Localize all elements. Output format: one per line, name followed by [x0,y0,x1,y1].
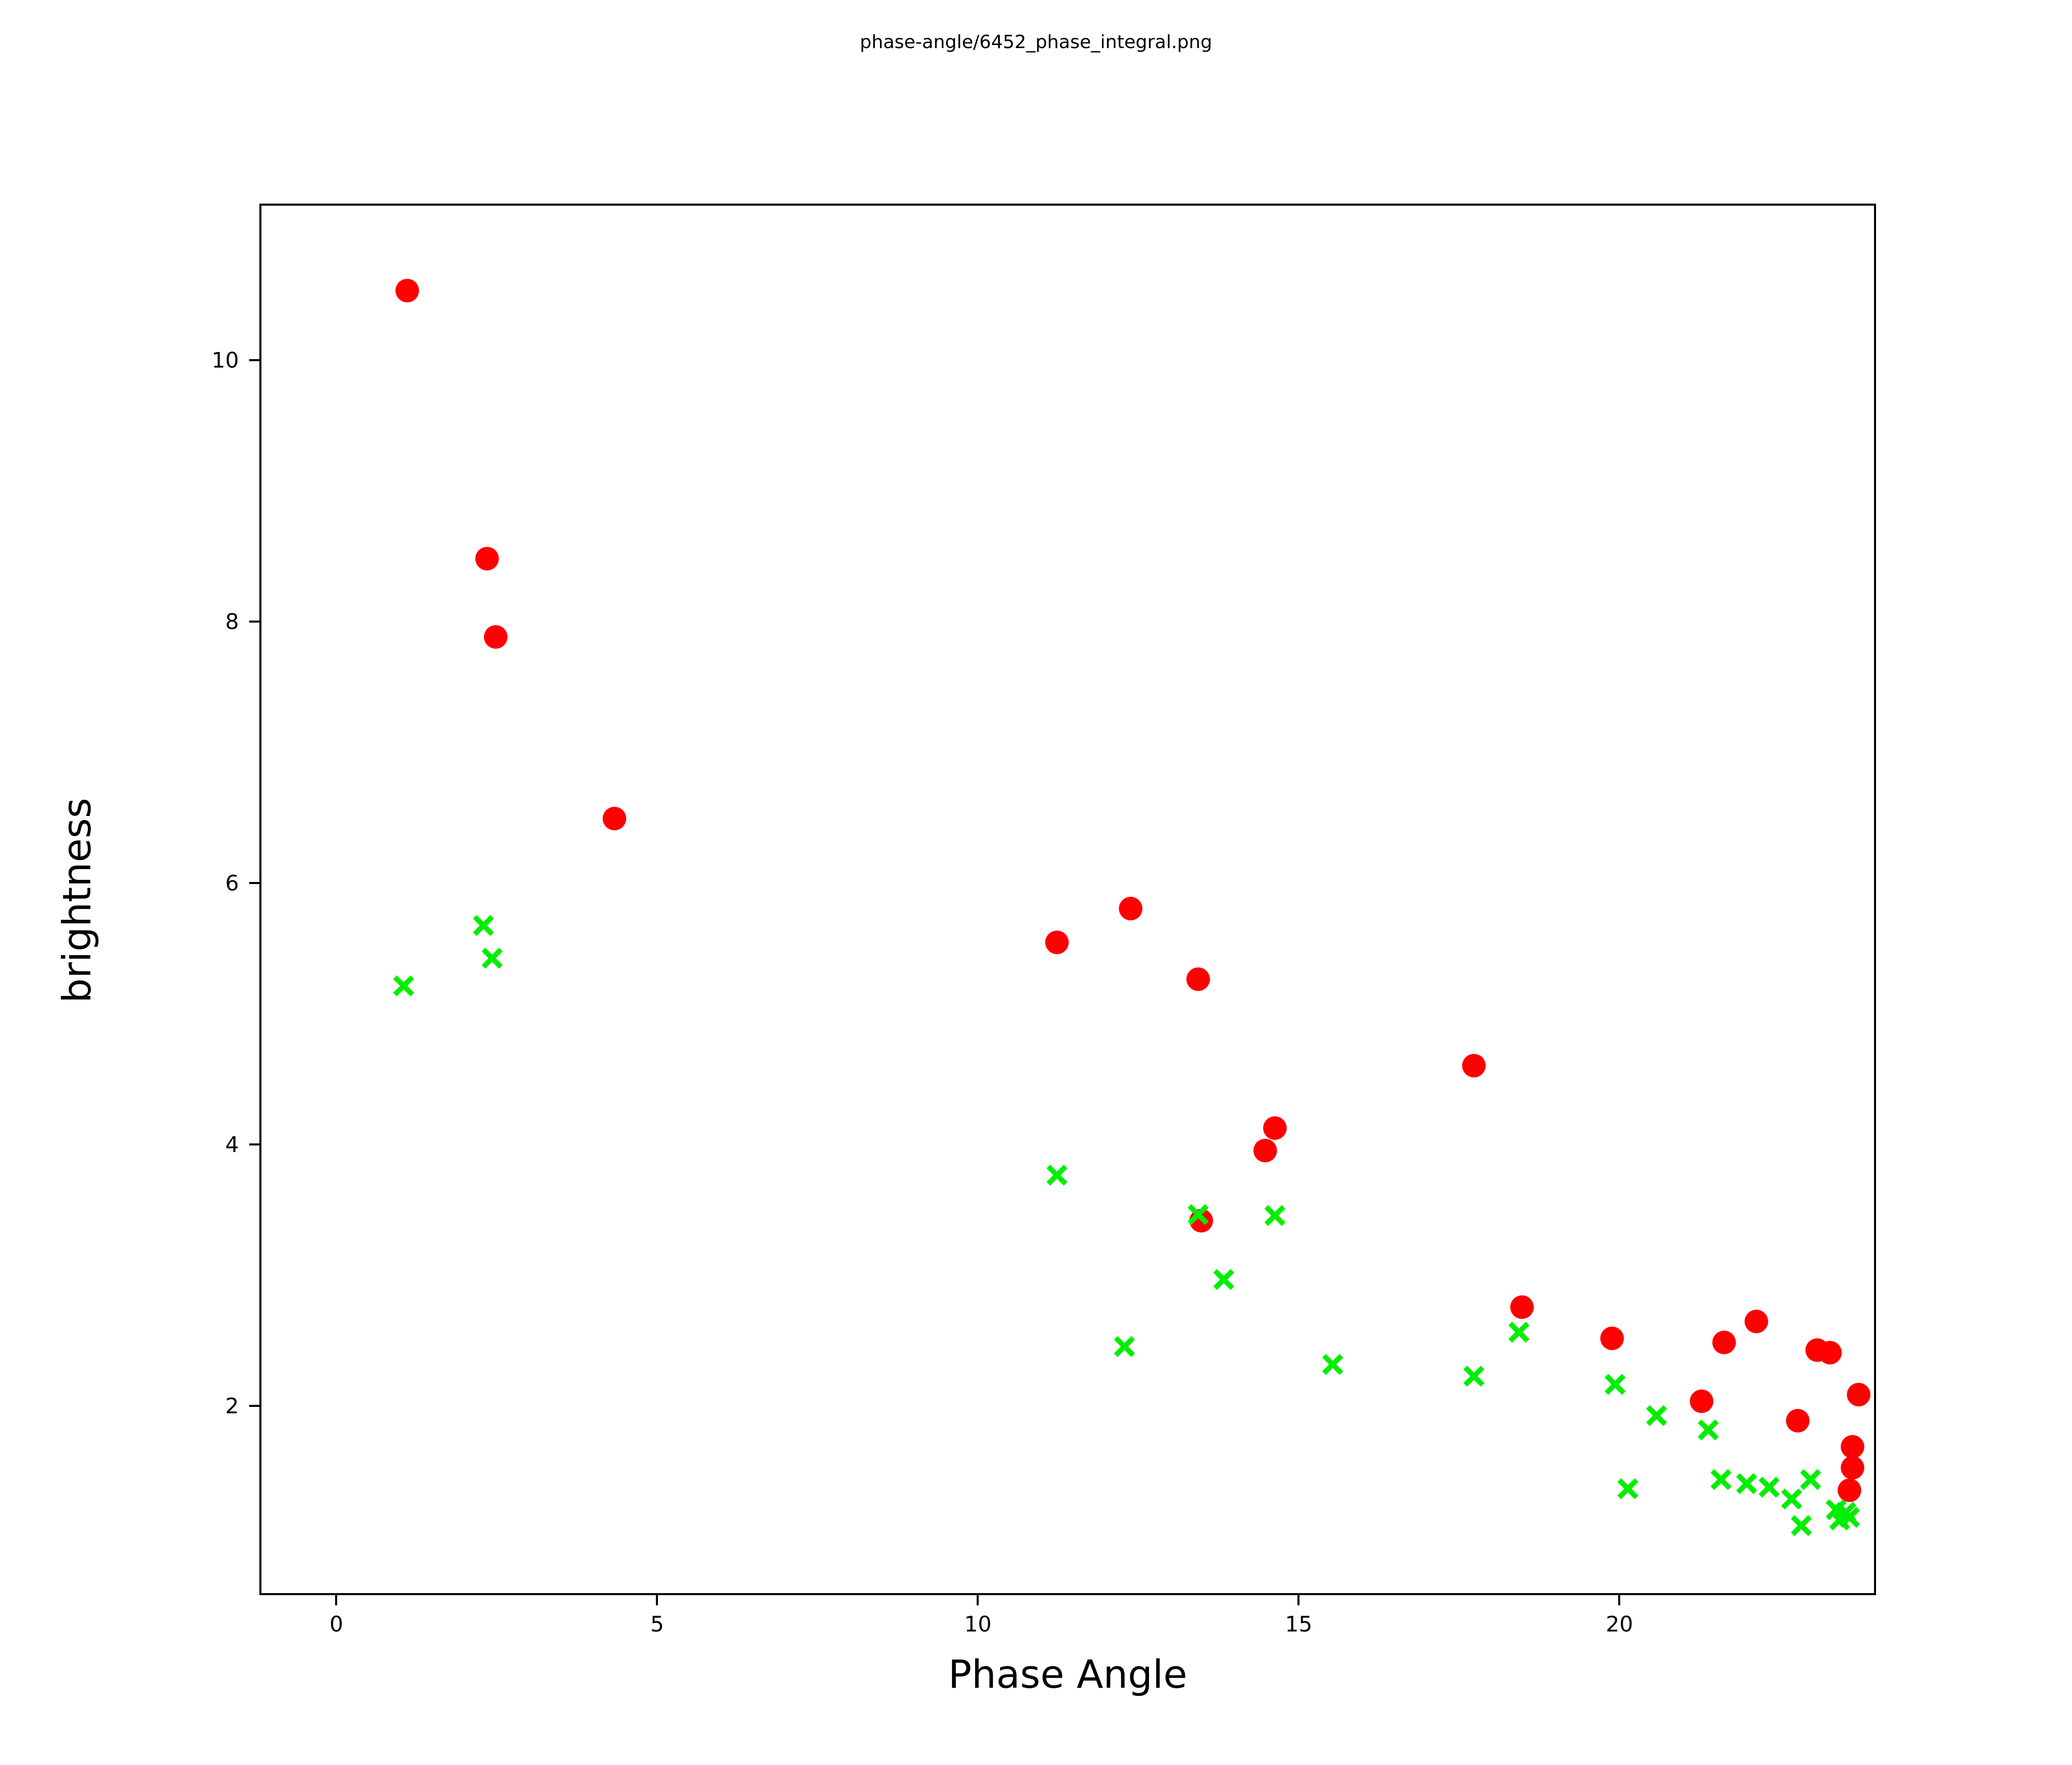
data-point-cross [1735,1472,1758,1495]
y-axis-label: brightness [54,798,100,1003]
data-point-cross [1603,1373,1627,1396]
y-axis-tick [249,882,259,885]
y-axis-tick-label: 8 [225,609,239,634]
data-point-cross [1616,1477,1640,1501]
data-point-cross [1507,1320,1531,1344]
x-axis-tick [977,1595,979,1605]
data-point-circle [1253,1138,1277,1162]
data-point-circle [395,279,419,302]
y-axis-tick [249,621,259,623]
data-point-cross [472,914,495,937]
data-point-cross [1212,1268,1236,1291]
x-axis-tick-label: 15 [1285,1612,1313,1637]
y-axis-tick-label: 2 [225,1393,239,1419]
data-point-circle [1818,1341,1842,1365]
data-point-cross [1186,1203,1210,1226]
y-axis-tick [249,1404,259,1407]
data-point-cross [1790,1514,1813,1537]
data-point-circle [1045,931,1069,955]
data-point-circle [1119,897,1143,921]
data-point-cross [392,974,415,998]
data-point-circle [1840,1435,1864,1459]
x-axis-tick [656,1595,658,1605]
y-axis-tick-label: 10 [211,347,239,373]
x-axis-tick-label: 20 [1605,1612,1634,1637]
data-point-cross [1321,1353,1344,1376]
data-point-cross [1263,1204,1287,1227]
x-axis-tick [1618,1595,1621,1605]
data-point-cross [1113,1335,1136,1358]
data-point-circle [1600,1327,1624,1351]
data-point-cross [1462,1364,1486,1388]
page-title: phase-angle/6452_phase_integral.png [859,32,1213,53]
data-point-cross [1709,1468,1733,1491]
x-axis-label: Phase Angle [948,1651,1187,1697]
data-point-cross [1645,1404,1668,1427]
y-axis-tick-label: 6 [225,870,239,896]
data-point-cross [1045,1163,1069,1187]
data-point-circle [475,546,499,570]
data-point-cross [480,946,504,970]
x-axis-tick [335,1595,338,1605]
data-point-circle [1744,1310,1768,1334]
x-axis-tick [1297,1595,1300,1605]
data-point-circle [1510,1295,1534,1319]
data-point-circle [1786,1409,1810,1433]
y-axis-tick [249,1143,259,1145]
data-point-circle [1712,1330,1736,1354]
plot-axes [259,204,1876,1595]
y-axis-tick-label: 4 [225,1132,239,1157]
data-point-cross [1799,1468,1822,1491]
data-point-cross [1696,1418,1720,1442]
data-point-circle [1840,1456,1864,1480]
y-axis-tick [249,359,259,362]
data-point-circle [483,625,508,649]
plot-area [261,206,1874,1593]
data-point-circle [1847,1383,1871,1407]
x-axis-tick-label: 10 [964,1612,992,1637]
data-point-circle [602,806,626,830]
x-axis-tick-label: 5 [650,1612,664,1637]
data-point-circle [1263,1116,1287,1140]
data-point-circle [1690,1389,1714,1413]
data-point-cross [1757,1475,1781,1499]
data-point-cross [1828,1508,1851,1532]
x-axis-tick-label: 0 [329,1612,343,1637]
data-point-circle [1462,1053,1486,1077]
data-point-circle [1186,967,1210,991]
